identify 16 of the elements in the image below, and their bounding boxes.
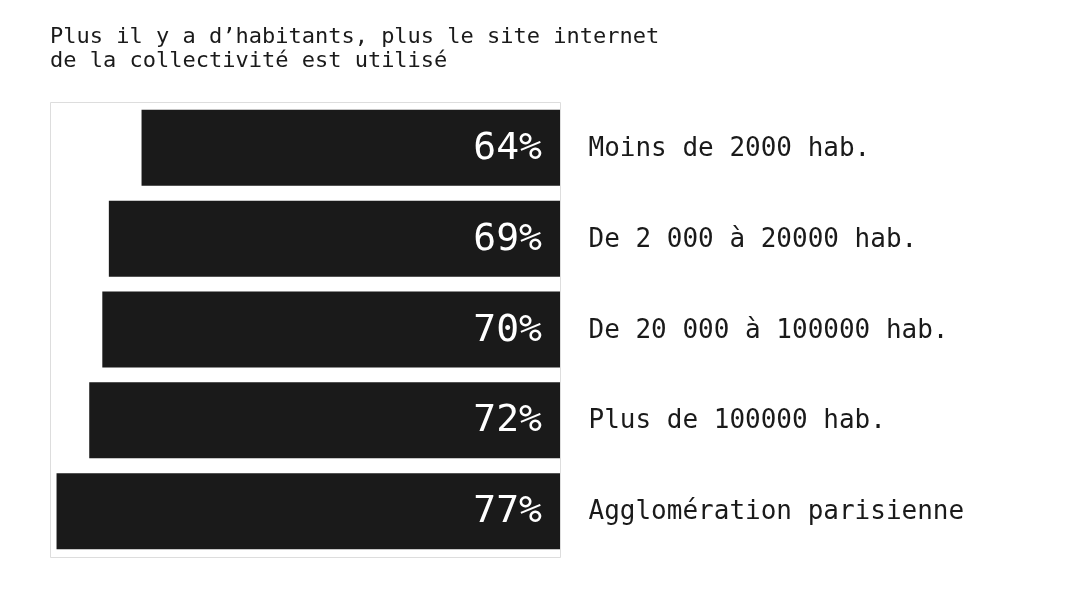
bar: [89, 382, 560, 459]
y-tick-label: Plus de 100000 hab.: [588, 404, 886, 435]
data-label: 72%: [473, 396, 543, 441]
data-label: 70%: [473, 305, 543, 350]
y-tick-label: Moins de 2000 hab.: [588, 131, 871, 162]
data-label: 69%: [473, 214, 543, 259]
data-label: 64%: [473, 123, 543, 168]
data-label: 77%: [473, 487, 543, 532]
y-tick-label: Agglomération parisienne: [588, 495, 965, 526]
bar: [102, 291, 560, 368]
y-tick-label: De 20 000 à 100000 hab.: [588, 313, 949, 344]
bar: [141, 109, 560, 186]
chart-title: Plus il y a d’habitants, plus le site internet de la collectivité est utilisé: [50, 23, 660, 72]
y-tick-label: De 2 000 à 20000 hab.: [588, 222, 918, 253]
bar: [56, 473, 560, 550]
bar: [108, 200, 560, 277]
